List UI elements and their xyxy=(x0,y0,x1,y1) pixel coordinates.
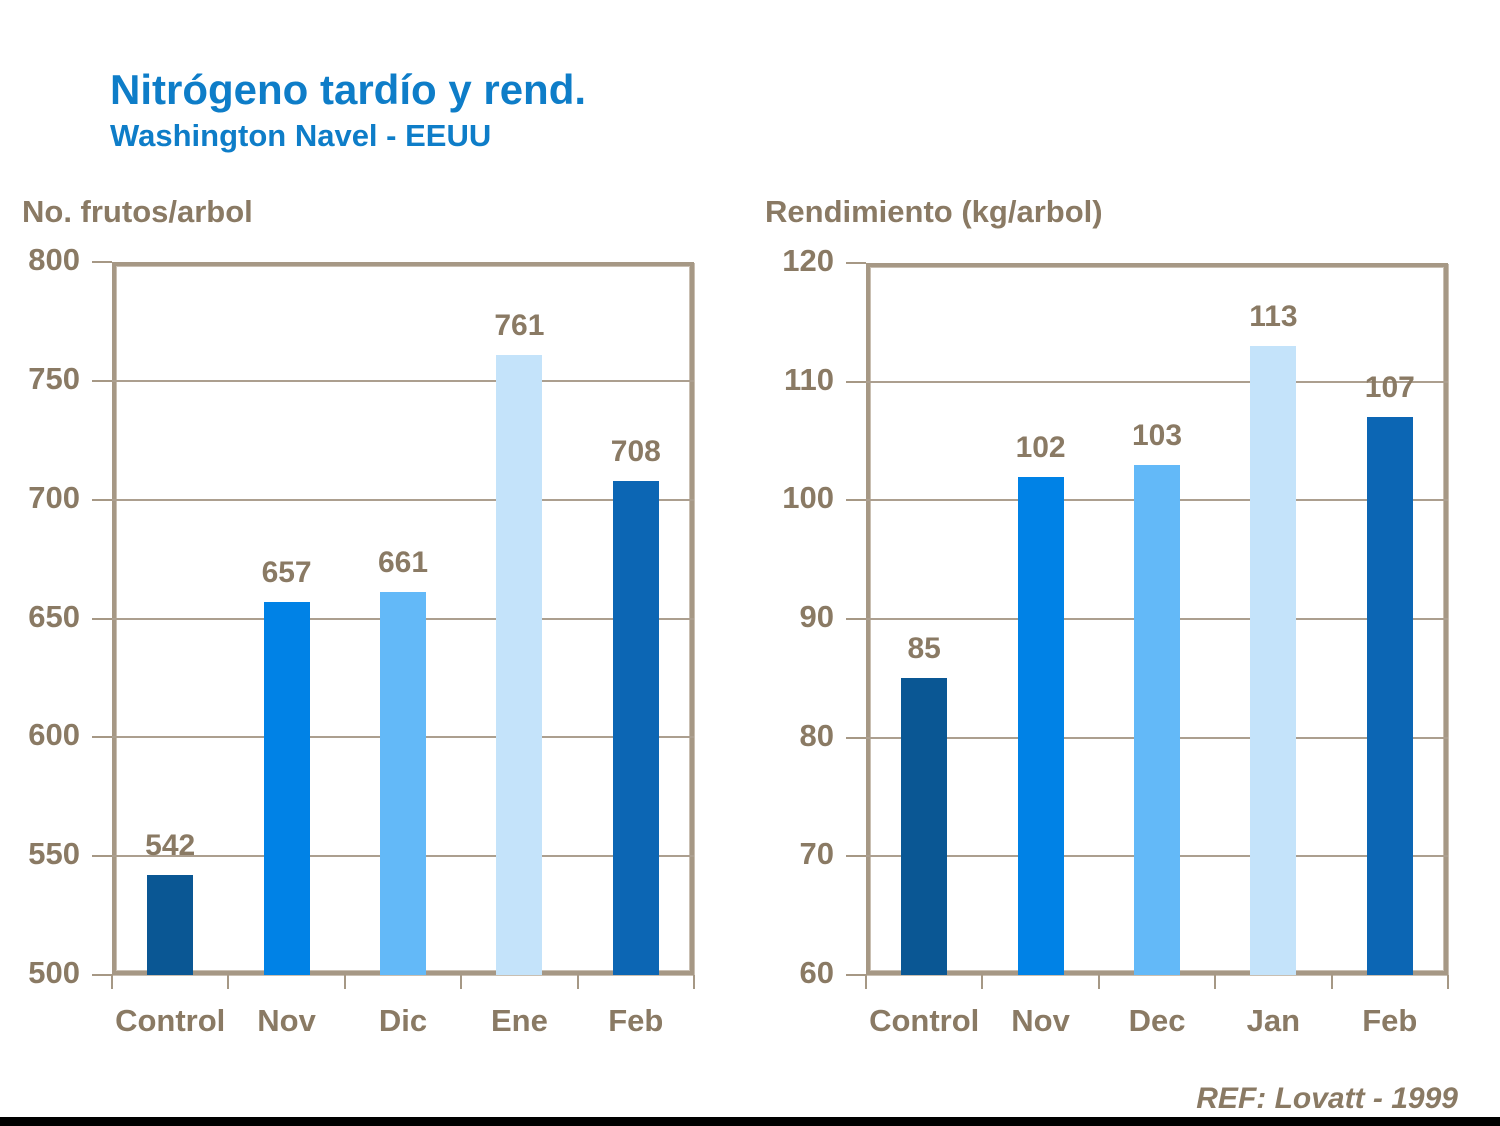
y-axis-tick xyxy=(846,618,866,620)
x-axis-label-dic: Dic xyxy=(378,1003,428,1038)
x-axis-tick xyxy=(460,975,463,989)
x-axis-tick xyxy=(227,975,230,989)
y-axis-label: 500 xyxy=(28,955,80,990)
bar-ene xyxy=(496,354,543,975)
y-axis-label: 100 xyxy=(782,480,834,516)
page-title: Nitrógeno tardío y rend. xyxy=(110,66,587,113)
bar-value-label: 708 xyxy=(610,434,661,468)
bar-value-label: 542 xyxy=(145,829,196,863)
y-axis-tick xyxy=(846,736,866,739)
reference-note: REF: Lovatt - 1999 xyxy=(1196,1082,1458,1115)
y-axis-label: 800 xyxy=(28,242,80,277)
x-axis-label-feb: Feb xyxy=(1362,1003,1418,1038)
x-axis-tick xyxy=(981,975,984,989)
y-axis-tick xyxy=(846,262,866,264)
y-axis-tick xyxy=(92,498,112,501)
y-axis-label: 750 xyxy=(28,360,80,396)
y-axis-tick xyxy=(92,261,112,263)
right-chart-title: Rendimiento (kg/arbol) xyxy=(765,194,1103,229)
x-axis-tick xyxy=(1097,975,1100,989)
x-axis-label-feb: Feb xyxy=(608,1003,664,1038)
x-axis-tick xyxy=(343,975,346,989)
x-axis-label-control: Control xyxy=(115,1003,226,1038)
y-axis-label: 120 xyxy=(782,243,834,278)
gridline xyxy=(112,498,694,501)
x-axis-tick xyxy=(1214,975,1217,989)
bar-nov xyxy=(1017,476,1064,975)
bottom-border-bar xyxy=(0,1117,1500,1126)
y-axis-tick xyxy=(846,974,866,976)
y-axis-label: 600 xyxy=(28,717,80,753)
y-axis-label: 650 xyxy=(28,598,80,634)
y-axis-tick xyxy=(846,855,866,858)
x-axis-tick xyxy=(111,975,113,989)
x-axis-label-jan: Jan xyxy=(1246,1003,1301,1038)
y-axis-tick xyxy=(92,855,112,858)
y-axis-label: 70 xyxy=(799,836,834,872)
bar-value-label: 107 xyxy=(1364,371,1415,405)
y-axis-tick xyxy=(846,380,866,383)
left-chart-title: No. frutos/arbol xyxy=(22,194,253,229)
bar-value-label: 85 xyxy=(907,632,941,666)
y-axis-label: 550 xyxy=(28,836,80,872)
x-axis-label-dec: Dec xyxy=(1128,1003,1186,1038)
bar-feb xyxy=(1366,417,1413,975)
y-axis-label: 110 xyxy=(783,361,834,397)
bar-control xyxy=(901,678,948,975)
x-axis-tick xyxy=(576,975,579,989)
x-axis-label-ene: Ene xyxy=(490,1003,548,1038)
bar-dic xyxy=(380,592,426,975)
x-axis-tick xyxy=(1447,975,1449,989)
gridline xyxy=(112,379,694,382)
y-axis-tick xyxy=(92,617,112,620)
y-axis-label: 700 xyxy=(28,479,80,515)
y-axis-tick xyxy=(92,974,112,976)
bar-value-label: 761 xyxy=(494,308,545,342)
page-subtitle: Washington Navel - EEUU xyxy=(110,118,492,153)
bar-value-label: 103 xyxy=(1131,418,1183,452)
x-axis-label-control: Control xyxy=(869,1003,980,1038)
y-axis-tick xyxy=(846,499,866,502)
x-axis-label-nov: Nov xyxy=(1011,1003,1070,1038)
bar-jan xyxy=(1250,346,1297,975)
x-axis-tick xyxy=(865,975,867,989)
bar-value-label: 661 xyxy=(377,546,429,580)
y-axis-label: 90 xyxy=(799,599,834,634)
y-axis-label: 80 xyxy=(799,717,834,753)
bar-nov xyxy=(263,601,310,975)
y-axis-tick xyxy=(92,379,112,382)
bar-value-label: 657 xyxy=(261,555,312,589)
bar-value-label: 102 xyxy=(1015,430,1066,464)
bar-feb xyxy=(612,480,659,975)
bar-control xyxy=(147,875,194,975)
bar-dec xyxy=(1134,464,1180,975)
bar-value-label: 113 xyxy=(1249,300,1298,334)
y-axis-tick xyxy=(92,736,112,739)
y-axis-label: 60 xyxy=(799,955,834,990)
x-axis-tick xyxy=(1330,975,1333,989)
gridline xyxy=(866,380,1448,383)
x-axis-label-nov: Nov xyxy=(257,1003,316,1038)
x-axis-tick xyxy=(693,975,695,989)
